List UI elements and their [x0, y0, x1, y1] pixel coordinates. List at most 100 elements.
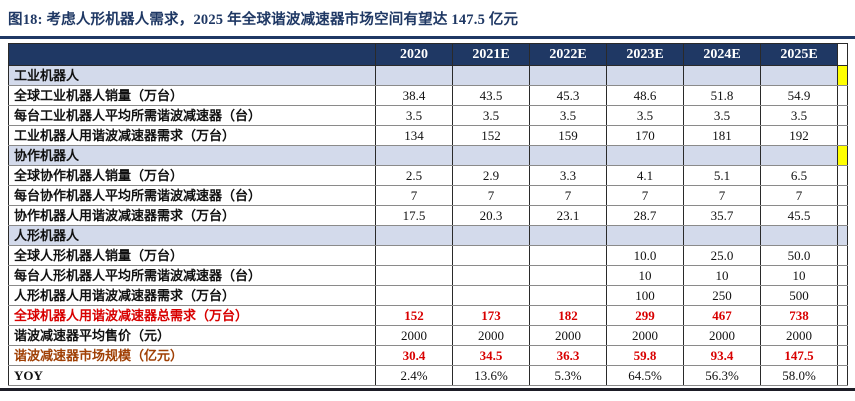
- data-cell: [529, 265, 607, 286]
- data-cell: 467: [683, 305, 761, 326]
- bottom-rule: [0, 388, 855, 391]
- data-cell: 13.6%: [452, 365, 530, 386]
- data-cell: [375, 65, 453, 86]
- table-row: 工业机器人用谐波减速器需求（万台） 134 152 159 170 181 192: [8, 125, 848, 146]
- data-cell: 173: [452, 305, 530, 326]
- data-cell: [760, 225, 838, 246]
- data-cell: [375, 225, 453, 246]
- data-cell: 7: [760, 185, 838, 206]
- column-header: 2025E: [760, 43, 838, 66]
- data-cell: [452, 245, 530, 266]
- data-cell: 10.0: [606, 245, 684, 266]
- table-row: 全球工业机器人销量（万台） 38.4 43.5 45.3 48.6 51.8 54.9: [8, 85, 848, 106]
- row-label: 工业机器人用谐波减速器需求（万台）: [8, 125, 376, 146]
- data-cell: 2000: [606, 325, 684, 346]
- data-cell: 38.4: [375, 85, 453, 106]
- data-cell: 3.5: [760, 105, 838, 126]
- data-cell: [375, 285, 453, 306]
- data-cell: [760, 145, 838, 166]
- data-cell: 2000: [529, 325, 607, 346]
- row-label: 每台人形机器人平均所需谐波减速器（台）: [8, 265, 376, 286]
- data-cell: 6.5: [760, 165, 838, 186]
- data-cell: 30.4: [375, 345, 453, 366]
- table-edge-cell: [837, 325, 848, 346]
- row-label: 全球工业机器人销量（万台）: [8, 85, 376, 106]
- data-cell: 3.5: [606, 105, 684, 126]
- row-label: 工业机器人: [8, 65, 376, 86]
- data-cell: 36.3: [529, 345, 607, 366]
- row-label: 每台工业机器人平均所需谐波减速器（台）: [8, 105, 376, 126]
- section-row: 协作机器人: [8, 145, 848, 166]
- data-cell: [375, 265, 453, 286]
- table-body: 工业机器人 全球工业机器人销量（万台） 38.4 43.5 45.3 48.6 51.8 54…: [8, 65, 848, 386]
- column-header: 2024E: [683, 43, 761, 66]
- data-cell: 56.3%: [683, 365, 761, 386]
- row-label: 全球人形机器人销量（万台）: [8, 245, 376, 266]
- row-label: 人形机器人用谐波减速器需求（万台）: [8, 285, 376, 306]
- row-label: 谐波减速器市场规模（亿元）: [8, 345, 376, 366]
- data-cell: 250: [683, 285, 761, 306]
- table-row: 每台工业机器人平均所需谐波减速器（台） 3.5 3.5 3.5 3.5 3.5 3.5: [8, 105, 848, 126]
- data-cell: 45.5: [760, 205, 838, 226]
- data-cell: [452, 225, 530, 246]
- data-cell: 299: [606, 305, 684, 326]
- data-cell: 7: [529, 185, 607, 206]
- data-cell: 23.1: [529, 205, 607, 226]
- data-cell: 152: [375, 305, 453, 326]
- row-label: 每台协作机器人平均所需谐波减速器（台）: [8, 185, 376, 206]
- data-cell: 100: [606, 285, 684, 306]
- data-cell: 7: [375, 185, 453, 206]
- table-edge-cell: [837, 285, 848, 306]
- row-label: 全球协作机器人销量（万台）: [8, 165, 376, 186]
- table-edge-cell: [837, 165, 848, 186]
- table-row: 每台协作机器人平均所需谐波减速器（台） 7 7 7 7 7 7: [8, 185, 848, 206]
- data-cell: [452, 65, 530, 86]
- column-header: 2020: [375, 43, 453, 66]
- data-cell: 152: [452, 125, 530, 146]
- data-cell: 3.5: [452, 105, 530, 126]
- data-cell: 54.9: [760, 85, 838, 106]
- row-label: 协作机器人用谐波减速器需求（万台）: [8, 205, 376, 226]
- data-cell: 3.5: [375, 105, 453, 126]
- data-cell: 58.0%: [760, 365, 838, 386]
- table-edge-cell: [837, 185, 848, 206]
- row-label: 谐波减速器平均售价（元）: [8, 325, 376, 346]
- data-cell: 7: [606, 185, 684, 206]
- market-table: 2020 2021E 2022E 2023E 2024E 2025E 工业机器人 全球工业机…: [8, 43, 848, 386]
- data-cell: 2000: [375, 325, 453, 346]
- table-edge-cell: [837, 145, 848, 166]
- data-cell: 64.5%: [606, 365, 684, 386]
- row-label: 全球机器人用谐波减速器总需求（万台）: [8, 305, 376, 326]
- data-cell: 35.7: [683, 205, 761, 226]
- data-cell: 2.4%: [375, 365, 453, 386]
- table-row: 谐波减速器平均售价（元） 2000 2000 2000 2000 2000 2000: [8, 325, 848, 346]
- data-cell: 5.1: [683, 165, 761, 186]
- data-cell: 4.1: [606, 165, 684, 186]
- data-cell: [452, 285, 530, 306]
- data-cell: 34.5: [452, 345, 530, 366]
- data-cell: [375, 145, 453, 166]
- table-edge-cell: [837, 345, 848, 366]
- column-header: 2022E: [529, 43, 607, 66]
- data-cell: [375, 245, 453, 266]
- table-edge-cell: [837, 245, 848, 266]
- data-cell: 48.6: [606, 85, 684, 106]
- row-label: 协作机器人: [8, 145, 376, 166]
- data-cell: 2.9: [452, 165, 530, 186]
- table-edge-cell: [837, 105, 848, 126]
- data-cell: 192: [760, 125, 838, 146]
- data-cell: [683, 225, 761, 246]
- data-cell: 181: [683, 125, 761, 146]
- row-label: YOY: [8, 365, 376, 386]
- data-cell: 20.3: [452, 205, 530, 226]
- table-row: 人形机器人用谐波减速器需求（万台） 100 250 500: [8, 285, 848, 306]
- table-header-row: 2020 2021E 2022E 2023E 2024E 2025E: [8, 43, 848, 66]
- data-cell: 7: [452, 185, 530, 206]
- data-cell: [529, 145, 607, 166]
- data-cell: [606, 225, 684, 246]
- data-cell: 134: [375, 125, 453, 146]
- table-edge-cell: [837, 205, 848, 226]
- table-edge-cell: [837, 225, 848, 246]
- data-cell: [760, 65, 838, 86]
- data-cell: 159: [529, 125, 607, 146]
